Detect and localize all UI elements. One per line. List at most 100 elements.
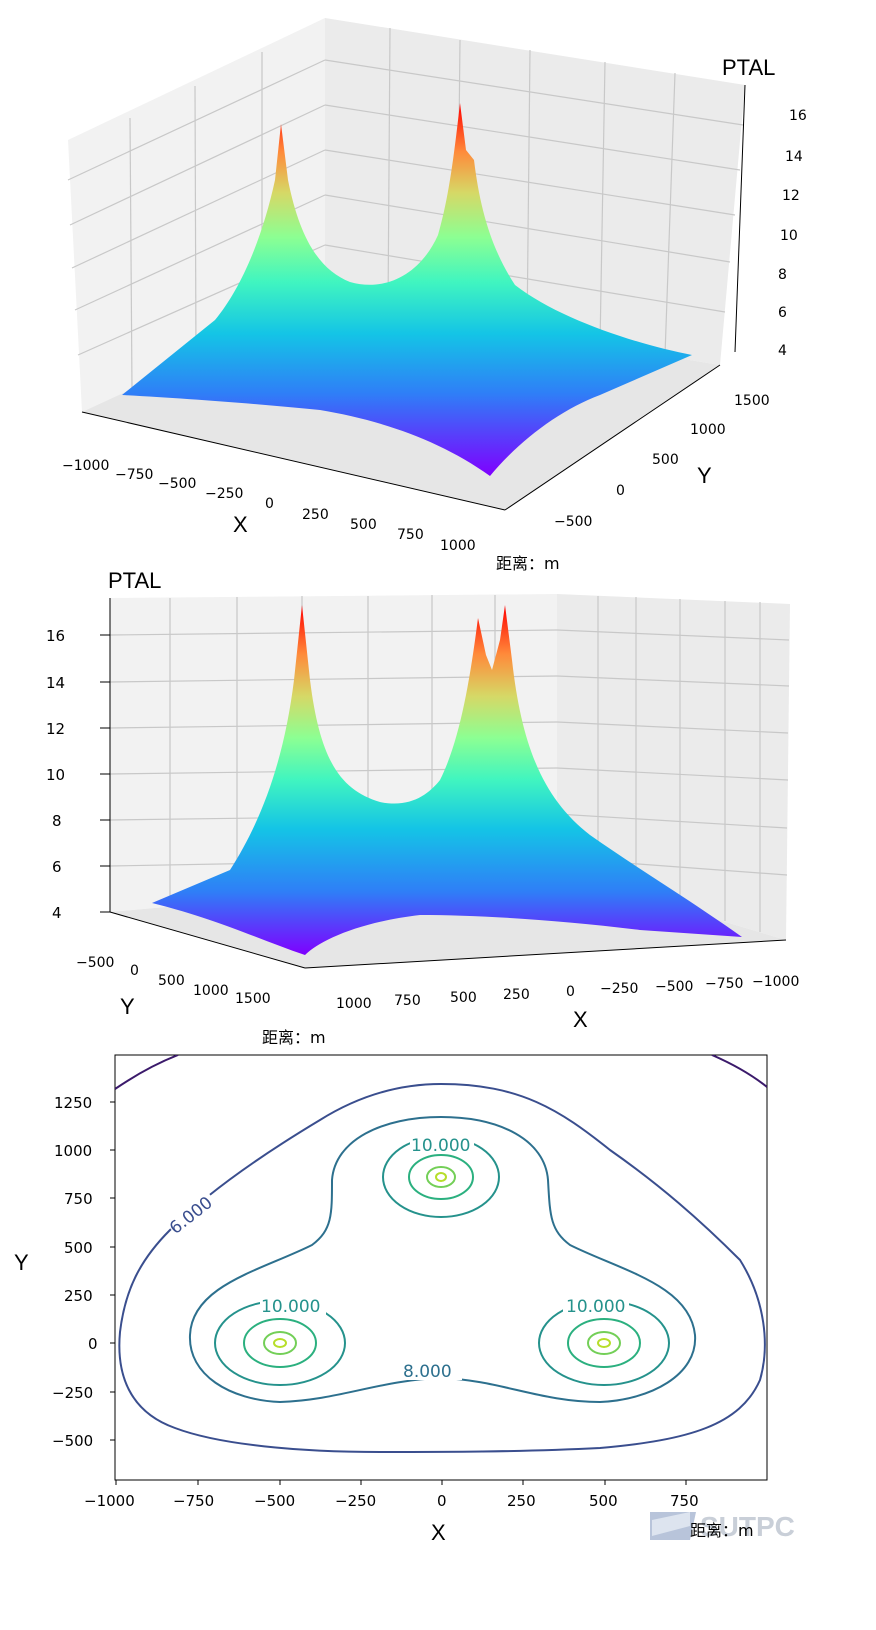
units-label-3: 距离：m [690,1521,754,1540]
y-tick-label: −250 [52,1384,93,1402]
contour-line-12-left [243,1318,317,1368]
surface-1 [122,103,692,476]
contour-x-ticks: −1000 −750 −500 −250 0 250 500 750 [84,1492,699,1510]
x-tick-label: 750 [670,1492,699,1510]
x-tick-label: −750 [173,1492,214,1510]
contour-plot: 6.000 10.000 10.000 10.000 8.000 1250 10… [14,1054,768,1545]
x-tick-label: 0 [437,1492,447,1510]
watermark-text: SUTPC [700,1511,795,1542]
x-tick-label: −1000 [752,974,799,990]
y-tick-label: 750 [64,1190,93,1208]
contour-line-12-top [408,1154,474,1200]
x-tick-label: 500 [589,1492,618,1510]
x-tick-label: 0 [265,496,274,512]
contour-line-16-top [435,1172,447,1182]
z-tick-label: 12 [46,720,65,738]
y-tick-label: 250 [64,1287,93,1305]
x-ticks-2: 1000 750 500 250 0 −250 −500 −750 −1000 [336,974,799,1012]
z-tick-label: 14 [785,149,803,165]
contour-line-4-right [711,1055,767,1088]
y-ticks-2: −500 0 500 1000 1500 [76,955,271,1007]
z-tick-label: 14 [46,674,65,692]
y-tick-label: 500 [652,452,679,468]
y-tick-label: 500 [64,1239,93,1257]
contour-y-ticks: 1250 1000 750 500 250 0 −250 −500 [52,1094,98,1450]
x-tick-label: −1000 [84,1492,135,1510]
x-tick-label: −500 [655,979,693,995]
x-tick-label: 1000 [440,538,476,554]
x-tick-label: 250 [302,507,329,523]
contour-tick-marks [110,1101,687,1485]
z-tick-label: 8 [52,812,62,830]
x-tick-label: −1000 [62,458,109,474]
x-ticks-1: −1000 −750 −500 −250 0 250 500 750 1000 [62,458,476,554]
contour-x-axis-label: X [431,1520,446,1545]
contour-axes-frame [114,1054,768,1481]
z-tick-label: 16 [789,108,807,124]
surface-plot-2: 4 6 8 10 12 14 16 −500 0 500 1000 1500 1… [46,568,799,1047]
x-tick-label: −500 [158,476,196,492]
x-tick-label: −750 [705,976,743,992]
z-tick-label: 8 [778,267,787,283]
x-tick-label: −250 [205,486,243,502]
z-tick-label: 4 [52,904,62,922]
y-tick-label: 0 [616,483,625,499]
z-tick-label: 6 [52,858,62,876]
contour-label-10-top: 10.000 [411,1136,470,1156]
units-label-2: 距离：m [262,1028,326,1047]
y-tick-label: 0 [130,963,139,979]
contour-line-14-left [263,1331,297,1355]
y-ticks-1: −500 0 500 1000 1500 [554,393,770,530]
x-axis-label-2: X [573,1007,588,1032]
z-ticks-1: 4 6 8 10 12 14 16 [778,108,807,359]
z-axis-label-2: PTAL [108,568,161,593]
z-axis-label-1: PTAL [722,55,775,80]
y-tick-label: 1000 [193,983,229,999]
contour-line-16-left [273,1338,287,1348]
z-tick-label: 12 [782,188,800,204]
z-tick-label: 16 [46,627,65,645]
x-tick-label: 500 [350,517,377,533]
contour-label-10-left: 10.000 [261,1297,320,1317]
y-axis-label-2: Y [120,994,135,1019]
x-tick-label: 750 [394,993,421,1009]
contour-line-14-top [426,1166,456,1188]
x-tick-label: −500 [254,1492,295,1510]
y-tick-label: 1000 [690,422,726,438]
x-tick-label: −250 [335,1492,376,1510]
watermark: SUTPC [650,1511,795,1542]
x-tick-label: 500 [450,990,477,1006]
y-tick-label: 1250 [54,1094,92,1112]
contour-label-10-right: 10.000 [566,1297,625,1317]
contour-line-12-right [567,1318,641,1368]
contour-line-4-left [115,1055,179,1090]
z-tick-label: 4 [778,343,787,359]
x-tick-label: 250 [503,987,530,1003]
x-tick-label: −750 [115,467,153,483]
x-tick-label: 750 [397,527,424,543]
y-tick-label: −500 [52,1432,93,1450]
z-ticks-2: 4 6 8 10 12 14 16 [46,627,110,922]
contour-line-14-right [587,1331,621,1355]
z-tick-label: 10 [780,228,798,244]
y-tick-label: 500 [158,973,185,989]
contour-line-16-right [597,1338,611,1348]
z-tick-label: 6 [778,305,787,321]
y-tick-label: 1500 [235,991,271,1007]
surface-2 [152,605,742,955]
contour-label-8: 8.000 [403,1362,452,1382]
contour-y-axis-label: Y [14,1250,29,1275]
surface-plot-1: −1000 −750 −500 −250 0 250 500 750 1000 … [62,18,807,573]
y-tick-label: 0 [88,1335,98,1353]
y-tick-label: 1500 [734,393,770,409]
y-tick-label: −500 [554,514,592,530]
x-tick-label: 1000 [336,996,372,1012]
x-tick-label: 250 [507,1492,536,1510]
units-label-1: 距离：m [496,554,560,573]
y-tick-label: −500 [76,955,114,971]
z-tick-label: 10 [46,766,65,784]
y-tick-label: 1000 [54,1142,92,1160]
x-tick-label: 0 [566,984,575,1000]
x-tick-label: −250 [600,981,638,997]
